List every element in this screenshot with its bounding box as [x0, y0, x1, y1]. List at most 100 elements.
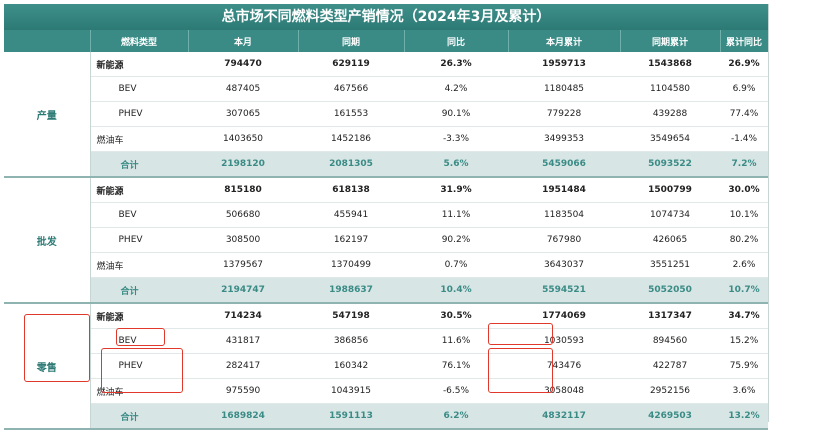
- cell-ytd-yoy: 34.7%: [720, 303, 768, 329]
- fuel-type-label: PHEV: [90, 354, 188, 379]
- cell-yoy: 11.1%: [404, 203, 508, 228]
- cell-yoy: 90.1%: [404, 102, 508, 127]
- row-retail-nev: 零售 新能源 714234 547198 30.5% 1774069 1317347 34.7…: [4, 303, 768, 329]
- cell-ytd-yoy: 3.6%: [720, 379, 768, 404]
- fuel-type-label: 燃油车: [90, 379, 188, 404]
- cell-ytd-yoy: -1.4%: [720, 127, 768, 152]
- row-wholesale-phev: PHEV 308500 162197 90.2% 767980 426065 80.2%: [4, 228, 768, 253]
- row-wholesale-ice: 燃油车 1379567 1370499 0.7% 3643037 3551251 2.6%: [4, 253, 768, 278]
- row-wholesale-total: 合计 2194747 1988637 10.4% 5594521 5052050 10.7%: [4, 278, 768, 304]
- cell-ytd: 1183504: [508, 203, 620, 228]
- fuel-type-label: BEV: [90, 77, 188, 102]
- cell-prior-ytd: 1543868: [620, 52, 720, 77]
- cell-yoy: 0.7%: [404, 253, 508, 278]
- cell-yoy: -3.3%: [404, 127, 508, 152]
- header-row: 燃料类型 本月 同期 同比 本月累计 同期累计 累计同比: [4, 30, 768, 52]
- cell-yoy: 6.2%: [404, 404, 508, 430]
- cell-prior: 618138: [298, 177, 404, 203]
- cell-ytd: 767980: [508, 228, 620, 253]
- cell-ytd-yoy: 75.9%: [720, 354, 768, 379]
- cell-prior-ytd: 1104580: [620, 77, 720, 102]
- cell-yoy: 90.2%: [404, 228, 508, 253]
- cell-ytd-yoy: 6.9%: [720, 77, 768, 102]
- cell-prior-ytd: 1500799: [620, 177, 720, 203]
- cell-prior: 629119: [298, 52, 404, 77]
- cell-yoy: 4.2%: [404, 77, 508, 102]
- cell-ytd-yoy: 15.2%: [720, 329, 768, 354]
- header-yoy: 同比: [404, 30, 508, 52]
- cell-ytd: 5459066: [508, 152, 620, 178]
- row-retail-bev: BEV 431817 386856 11.6% 1030593 894560 15.2%: [4, 329, 768, 354]
- cell-prior-ytd: 1074734: [620, 203, 720, 228]
- cell-ytd: 3058048: [508, 379, 620, 404]
- cell-ytd: 1774069: [508, 303, 620, 329]
- cell-month: 1403650: [188, 127, 298, 152]
- cell-month: 506680: [188, 203, 298, 228]
- header-fuel-type: 燃料类型: [90, 30, 188, 52]
- cell-prior: 547198: [298, 303, 404, 329]
- cell-ytd: 3499353: [508, 127, 620, 152]
- fuel-type-label: 合计: [90, 278, 188, 304]
- cell-month: 794470: [188, 52, 298, 77]
- data-table: 燃料类型 本月 同期 同比 本月累计 同期累计 累计同比 产量 新能源 794470…: [4, 30, 769, 430]
- cell-month: 975590: [188, 379, 298, 404]
- header-blank: [4, 30, 90, 52]
- cell-prior-ytd: 426065: [620, 228, 720, 253]
- cell-prior-ytd: 5093522: [620, 152, 720, 178]
- cell-ytd: 1180485: [508, 77, 620, 102]
- cell-prior-ytd: 4269503: [620, 404, 720, 430]
- row-retail-ice: 燃油车 975590 1043915 -6.5% 3058048 2952156 3.6%: [4, 379, 768, 404]
- cell-prior-ytd: 439288: [620, 102, 720, 127]
- cell-ytd: 5594521: [508, 278, 620, 304]
- row-retail-total: 合计 1689824 1591113 6.2% 4832117 4269503 13.2%: [4, 404, 768, 430]
- fuel-type-label: 新能源: [90, 52, 188, 77]
- cell-prior: 161553: [298, 102, 404, 127]
- row-wholesale-bev: BEV 506680 455941 11.1% 1183504 1074734 10.1%: [4, 203, 768, 228]
- cell-yoy: 11.6%: [404, 329, 508, 354]
- cell-ytd-yoy: 10.1%: [720, 203, 768, 228]
- cell-yoy: 5.6%: [404, 152, 508, 178]
- right-border: [768, 4, 769, 422]
- row-production-nev: 产量 新能源 794470 629119 26.3% 1959713 1543868 26.9…: [4, 52, 768, 77]
- fuel-type-label: 燃油车: [90, 127, 188, 152]
- cell-month: 307065: [188, 102, 298, 127]
- cell-yoy: 30.5%: [404, 303, 508, 329]
- report-container: 总市场不同燃料类型产销情况（2024年3月及累计） 燃料类型 本月 同期 同比 …: [4, 4, 768, 430]
- fuel-type-label: 合计: [90, 404, 188, 430]
- cell-month: 815180: [188, 177, 298, 203]
- cell-month: 2198120: [188, 152, 298, 178]
- cell-ytd-yoy: 77.4%: [720, 102, 768, 127]
- row-production-total: 合计 2198120 2081305 5.6% 5459066 5093522 7.2%: [4, 152, 768, 178]
- row-retail-phev: PHEV 282417 160342 76.1% 743476 422787 75.9%: [4, 354, 768, 379]
- cell-prior: 1043915: [298, 379, 404, 404]
- cell-prior-ytd: 1317347: [620, 303, 720, 329]
- cell-yoy: 26.3%: [404, 52, 508, 77]
- row-production-ice: 燃油车 1403650 1452186 -3.3% 3499353 3549654 -1.4…: [4, 127, 768, 152]
- cell-month: 2194747: [188, 278, 298, 304]
- header-prior-ytd: 同期累计: [620, 30, 720, 52]
- cell-prior: 160342: [298, 354, 404, 379]
- cell-ytd-yoy: 2.6%: [720, 253, 768, 278]
- row-production-phev: PHEV 307065 161553 90.1% 779228 439288 77.4%: [4, 102, 768, 127]
- cell-yoy: 31.9%: [404, 177, 508, 203]
- header-prior: 同期: [298, 30, 404, 52]
- cell-month: 431817: [188, 329, 298, 354]
- cell-month: 1689824: [188, 404, 298, 430]
- fuel-type-label: 燃油车: [90, 253, 188, 278]
- cell-ytd: 1951484: [508, 177, 620, 203]
- section-label-wholesale: 批发: [4, 177, 90, 303]
- cell-prior: 162197: [298, 228, 404, 253]
- cell-month: 487405: [188, 77, 298, 102]
- cell-yoy: 10.4%: [404, 278, 508, 304]
- fuel-type-label: BEV: [90, 329, 188, 354]
- cell-ytd: 1030593: [508, 329, 620, 354]
- cell-month: 282417: [188, 354, 298, 379]
- cell-ytd-yoy: 7.2%: [720, 152, 768, 178]
- cell-month: 308500: [188, 228, 298, 253]
- cell-yoy: -6.5%: [404, 379, 508, 404]
- cell-prior: 1988637: [298, 278, 404, 304]
- cell-prior: 2081305: [298, 152, 404, 178]
- cell-ytd: 4832117: [508, 404, 620, 430]
- section-label-retail: 零售: [4, 303, 90, 429]
- cell-month: 1379567: [188, 253, 298, 278]
